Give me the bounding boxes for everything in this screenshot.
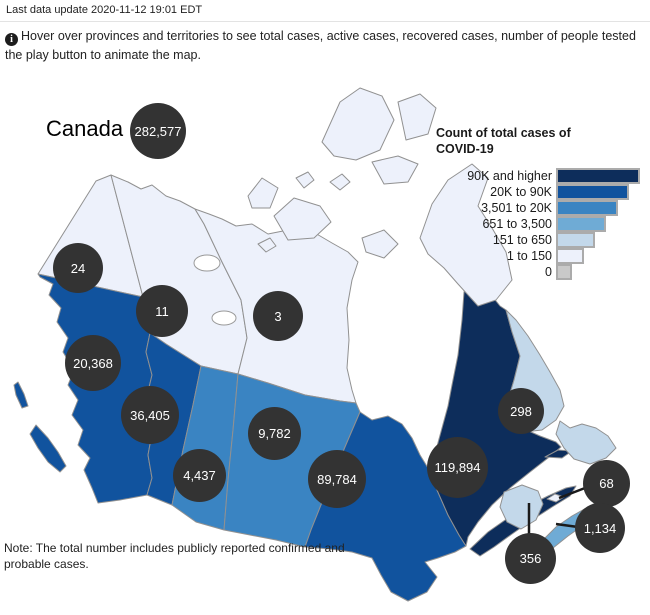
legend-swatch-0 xyxy=(556,264,572,281)
legend-row: 3,501 to 20K xyxy=(436,200,646,217)
last-update-text: Last data update 2020-11-12 19:01 EDT xyxy=(6,4,203,16)
note-text: Note: The total number includes publicly… xyxy=(4,541,345,571)
bubble-pei: 68 xyxy=(583,460,630,507)
bubble-nl: 298 xyxy=(498,388,544,434)
legend-row: 0 xyxy=(436,264,646,281)
axel-heiberg-island[interactable] xyxy=(397,93,437,141)
small-island-3[interactable] xyxy=(257,237,277,253)
haida-gwaii-island[interactable] xyxy=(13,381,29,409)
bubble-quebec: 119,894 xyxy=(427,437,488,498)
legend-title: Count of total cases of COVID-19 xyxy=(436,126,571,156)
legend-swatch-1 xyxy=(556,248,584,265)
bubble-ns: 1,134 xyxy=(575,503,625,553)
great-slave-lake xyxy=(211,310,237,326)
bubble-canada-total: 282,577 xyxy=(130,103,186,159)
region-new-brunswick[interactable] xyxy=(499,484,544,530)
country-label: Canada xyxy=(46,116,124,141)
bubble-saskatchewan: 4,437 xyxy=(173,449,226,502)
legend-row: 90K and higher xyxy=(436,168,646,185)
instructions-line1: i Hover over provinces and territories to… xyxy=(5,27,650,47)
legend: Count of total cases of COVID-19 90K and… xyxy=(436,126,646,281)
legend-swatch-651 xyxy=(556,216,606,233)
ns-connector-line xyxy=(555,522,579,529)
instructions-line2: the play button to animate the map. xyxy=(5,48,201,63)
pei-connector-line xyxy=(558,486,586,500)
info-icon: i xyxy=(5,33,18,47)
instructions: i Hover over provinces and territories to… xyxy=(5,27,650,66)
legend-swatch-3501 xyxy=(556,200,618,217)
banks-island[interactable] xyxy=(247,177,279,209)
bubble-alberta: 36,405 xyxy=(121,386,179,444)
legend-row: 651 to 3,500 xyxy=(436,216,646,233)
bubble-nwt: 11 xyxy=(136,285,188,337)
vancouver-island[interactable] xyxy=(29,424,67,473)
baffin-island[interactable] xyxy=(419,163,513,307)
bubble-ontario: 89,784 xyxy=(308,450,366,508)
great-bear-lake xyxy=(193,254,221,272)
bubble-manitoba: 9,782 xyxy=(248,407,301,460)
legend-swatch-90k xyxy=(556,168,640,185)
victoria-island[interactable] xyxy=(273,197,332,241)
small-island-1[interactable] xyxy=(295,171,315,189)
ellesmere-island[interactable] xyxy=(321,87,395,161)
instructions-line1-text: Hover over provinces and territories to … xyxy=(21,29,636,43)
legend-row: 1 to 150 xyxy=(436,248,646,265)
region-newfoundland[interactable] xyxy=(555,420,617,465)
southampton-island[interactable] xyxy=(361,229,399,259)
legend-row: 20K to 90K xyxy=(436,184,646,201)
update-bar: Last data update 2020-11-12 19:01 EDT xyxy=(0,0,650,22)
legend-swatch-151 xyxy=(556,232,595,249)
bubble-yukon: 24 xyxy=(53,243,103,293)
devon-island[interactable] xyxy=(371,155,419,185)
legend-swatch-20k xyxy=(556,184,629,201)
small-island-2[interactable] xyxy=(329,173,351,191)
bubble-bc: 20,368 xyxy=(65,335,121,391)
bubble-nunavut: 3 xyxy=(253,291,303,341)
legend-row: 151 to 650 xyxy=(436,232,646,249)
bubble-nb: 356 xyxy=(505,533,556,584)
